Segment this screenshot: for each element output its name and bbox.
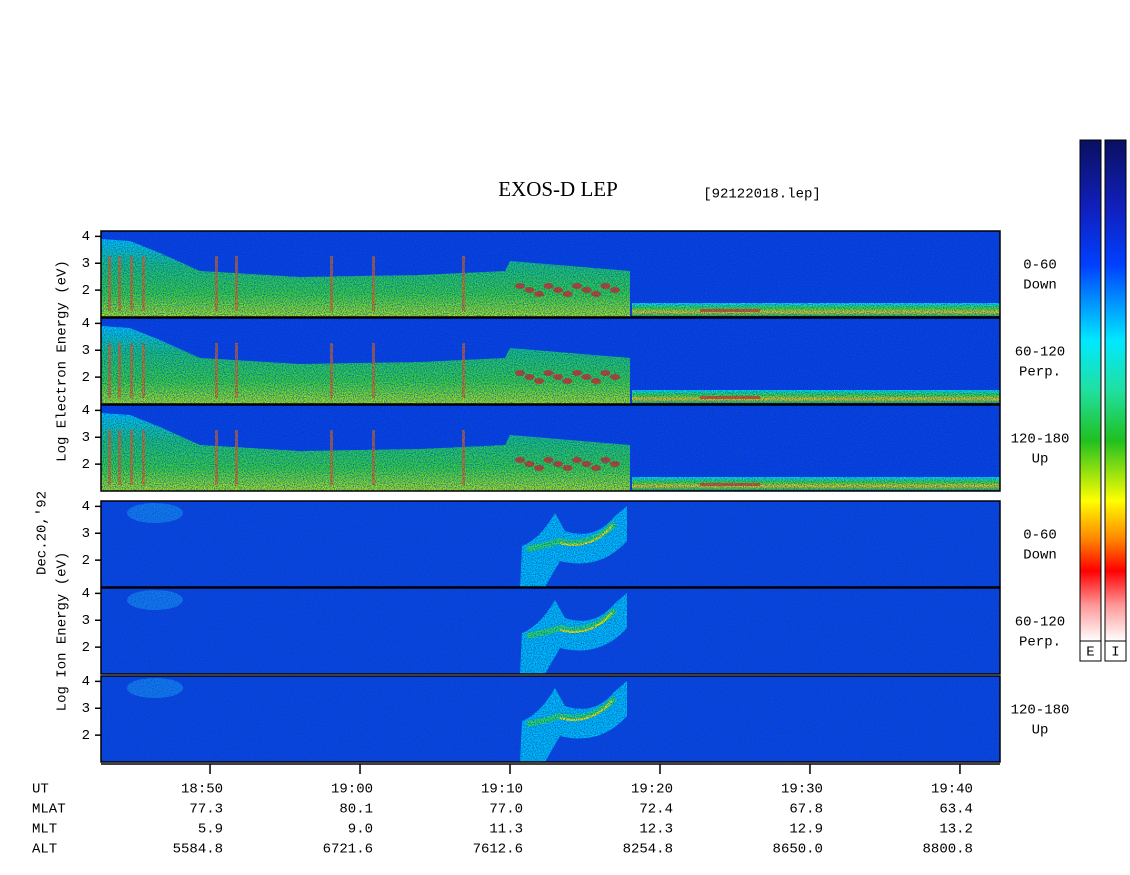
panel-frame — [100, 404, 1001, 492]
panel-frame — [100, 675, 1001, 763]
ephemeris-label: UT — [32, 782, 49, 798]
colorbar — [1104, 139, 1127, 642]
spectrum-noise — [101, 501, 1000, 587]
panel-frame — [100, 587, 1001, 675]
x-tick-label: 19:10 — [481, 782, 523, 798]
ephemeris-value: 13.2 — [939, 822, 973, 838]
y-tick-label: 4 — [82, 674, 90, 690]
ephemeris-label: MLAT — [32, 802, 66, 818]
colorbar-label: I — [1111, 645, 1119, 661]
ephemeris-value: 5.9 — [198, 822, 223, 838]
panel-pitch-label: 60-120 — [1015, 345, 1065, 361]
colorbar-label-box — [1104, 640, 1127, 662]
ephemeris-value: 9.0 — [348, 822, 373, 838]
chart-subtitle: [92122018.lep] — [703, 187, 821, 203]
colorbar — [1079, 139, 1102, 642]
chart-title: EXOS-D LEP — [498, 177, 618, 201]
x-tick-label: 19:20 — [631, 782, 673, 798]
y-tick-label: 4 — [82, 316, 90, 332]
y-tick-label: 3 — [82, 256, 90, 272]
date-label: Dec.20,'92 — [35, 491, 51, 575]
panel-direction-label: Perp. — [1019, 635, 1061, 651]
spectrum-noise — [101, 318, 1000, 404]
ephemeris-value: 12.9 — [789, 822, 823, 838]
spectrum-noise — [101, 231, 1000, 317]
x-tick-label: 19:30 — [781, 782, 823, 798]
ephemeris-label: MLT — [32, 822, 57, 838]
panel-pitch-label: 0-60 — [1023, 258, 1057, 274]
ephemeris-value: 72.4 — [639, 802, 673, 818]
spectrum-noise — [101, 405, 1000, 491]
x-tick-label: 19:40 — [931, 782, 973, 798]
panel-pitch-label: 0-60 — [1023, 528, 1057, 544]
y-tick-label: 2 — [82, 728, 90, 744]
group-label: Log Ion Energy (eV) — [55, 552, 71, 712]
y-tick-label: 2 — [82, 457, 90, 473]
ephemeris-value: 11.3 — [489, 822, 523, 838]
y-tick-label: 4 — [82, 229, 90, 245]
ephemeris-value: 77.3 — [189, 802, 223, 818]
y-tick-label: 4 — [82, 586, 90, 602]
panel-pitch-label: 120-180 — [1011, 432, 1070, 448]
x-tick-label: 19:00 — [331, 782, 373, 798]
panel-frame — [100, 317, 1001, 405]
spectrum-noise — [101, 676, 1000, 762]
y-tick-label: 3 — [82, 613, 90, 629]
panel-direction-label: Up — [1032, 723, 1049, 739]
panel-direction-label: Down — [1023, 548, 1057, 564]
ephemeris-value: 77.0 — [489, 802, 523, 818]
ephemeris-value: 80.1 — [339, 802, 373, 818]
ephemeris-value: 8800.8 — [923, 842, 973, 858]
spectrum-noise — [101, 588, 1000, 674]
panel-pitch-label: 60-120 — [1015, 615, 1065, 631]
y-tick-label: 3 — [82, 343, 90, 359]
panel-pitch-label: 120-180 — [1011, 703, 1070, 719]
ephemeris-value: 6721.6 — [323, 842, 373, 858]
y-tick-label: 4 — [82, 499, 90, 515]
ephemeris-value: 7612.6 — [473, 842, 523, 858]
ephemeris-value: 8650.0 — [773, 842, 823, 858]
colorbar-label-box — [1079, 640, 1102, 662]
y-tick-label: 2 — [82, 283, 90, 299]
y-tick-label: 3 — [82, 701, 90, 717]
ephemeris-value: 67.8 — [789, 802, 823, 818]
panel-frame — [100, 230, 1001, 318]
panel-direction-label: Up — [1032, 452, 1049, 468]
y-tick-label: 2 — [82, 370, 90, 386]
y-tick-label: 3 — [82, 430, 90, 446]
ephemeris-value: 63.4 — [939, 802, 973, 818]
ephemeris-value: 12.3 — [639, 822, 673, 838]
group-label: Log Electron Energy (eV) — [55, 260, 71, 462]
y-tick-label: 2 — [82, 640, 90, 656]
y-tick-label: 4 — [82, 403, 90, 419]
y-tick-label: 3 — [82, 526, 90, 542]
ephemeris-value: 8254.8 — [623, 842, 673, 858]
ephemeris-label: ALT — [32, 842, 57, 858]
panel-frame — [100, 500, 1001, 588]
x-tick-label: 18:50 — [181, 782, 223, 798]
ephemeris-value: 5584.8 — [173, 842, 223, 858]
panel-direction-label: Perp. — [1019, 365, 1061, 381]
panel-direction-label: Down — [1023, 278, 1057, 294]
colorbar-label: E — [1086, 645, 1094, 661]
y-tick-label: 2 — [82, 553, 90, 569]
